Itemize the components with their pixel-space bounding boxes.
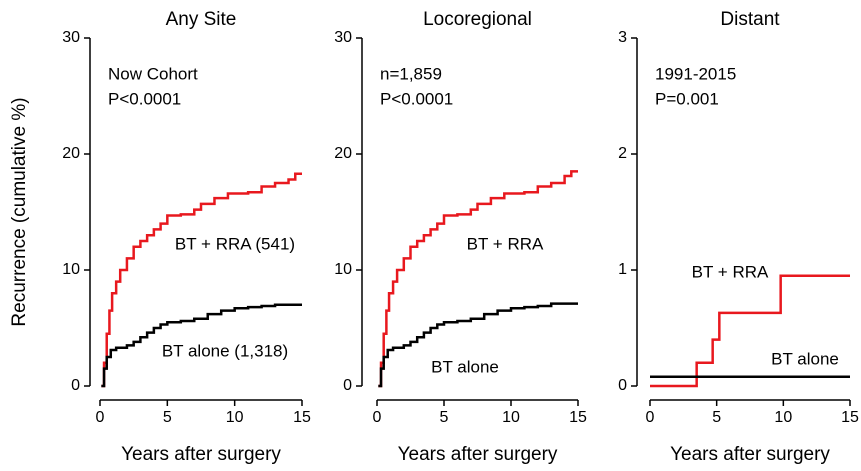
series-line [101, 303, 302, 388]
y-tick-label: 0 [343, 377, 352, 394]
panel-title: Any Site [166, 9, 237, 30]
annotation: n=1,859 [380, 64, 442, 83]
y-axis-label: Recurrence (cumulative %) [9, 97, 30, 326]
x-tick-label: 10 [502, 409, 520, 426]
x-tick-label: 10 [774, 409, 792, 426]
y-tick-label: 20 [334, 145, 352, 162]
x-axis-label: Years after surgery [398, 444, 558, 465]
panel-title: Locoregional [423, 9, 532, 30]
annotation: Now Cohort [108, 64, 198, 83]
x-axis-label: Years after surgery [670, 444, 830, 465]
annotation: P<0.0001 [108, 89, 181, 108]
x-tick-label: 5 [163, 409, 172, 426]
y-tick-label: 3 [618, 29, 627, 46]
series-label: BT alone [771, 349, 839, 368]
x-tick-label: 0 [373, 409, 382, 426]
x-tick-label: 15 [569, 409, 587, 426]
y-tick-label: 1 [618, 261, 627, 278]
x-tick-label: 5 [712, 409, 721, 426]
y-tick-label: 30 [334, 29, 352, 46]
series-line [650, 274, 850, 388]
y-tick-label: 20 [62, 145, 80, 162]
series-label: BT alone [431, 357, 499, 376]
x-tick-label: 15 [293, 409, 311, 426]
series-line [378, 170, 578, 388]
x-tick-label: 0 [646, 409, 655, 426]
series-line [378, 302, 578, 388]
annotation: P<0.0001 [380, 89, 453, 108]
panel-title: Distant [720, 9, 780, 30]
series-label: BT alone (1,318) [162, 341, 288, 360]
x-tick-label: 15 [841, 409, 859, 426]
series-line [101, 172, 302, 388]
y-tick-label: 2 [618, 145, 627, 162]
x-tick-label: 10 [226, 409, 244, 426]
y-tick-label: 30 [62, 29, 80, 46]
x-tick-label: 0 [96, 409, 105, 426]
y-tick-label: 0 [618, 377, 627, 394]
series-label: BT + RRA [467, 234, 544, 253]
y-tick-label: 0 [71, 377, 80, 394]
y-tick-label: 10 [62, 261, 80, 278]
series-label: BT + RRA (541) [175, 234, 295, 253]
y-tick-label: 10 [334, 261, 352, 278]
x-axis-label: Years after surgery [121, 444, 281, 465]
annotation: P=0.001 [655, 89, 719, 108]
annotation: 1991-2015 [655, 64, 736, 83]
series-label: BT + RRA [692, 262, 769, 281]
x-tick-label: 5 [440, 409, 449, 426]
